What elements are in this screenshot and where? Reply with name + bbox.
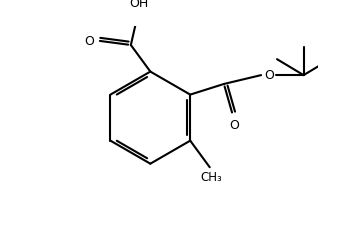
Text: O: O [229, 119, 240, 132]
Text: O: O [264, 68, 274, 81]
Text: OH: OH [129, 0, 149, 10]
Text: CH₃: CH₃ [201, 170, 222, 183]
Text: O: O [84, 35, 94, 48]
